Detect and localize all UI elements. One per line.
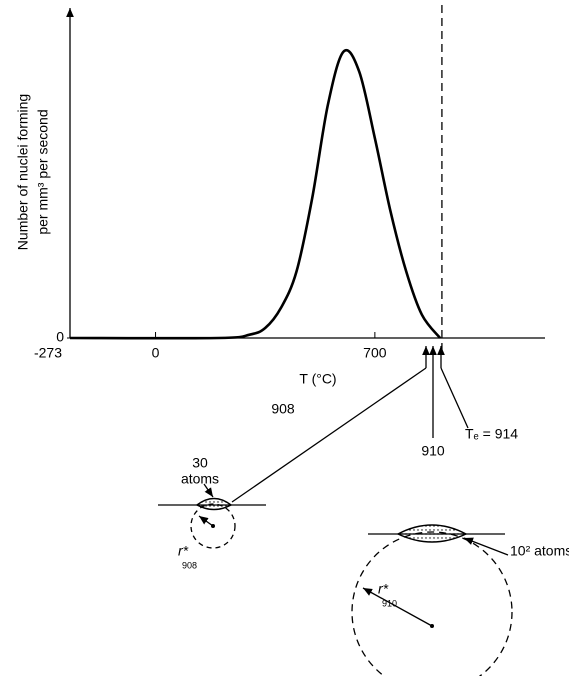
y-axis-label: Number of nuclei forming — [15, 94, 31, 250]
x-tick-label: 700 — [363, 345, 387, 361]
x-tick-label: 0 — [152, 345, 160, 361]
radius-label: r* — [378, 581, 389, 597]
radius-subscript: 908 — [182, 560, 197, 570]
radius-label: r* — [178, 543, 189, 559]
x-tick-label: -273 — [34, 345, 62, 361]
curve — [69, 48, 442, 340]
annotation: Tₑ = 914 — [465, 426, 518, 442]
nucleus-label: atoms — [181, 471, 219, 487]
y-tick-label: 0 — [56, 329, 64, 345]
nucleus-label: 10² atoms — [510, 543, 569, 559]
radius-subscript: 910 — [382, 598, 397, 608]
y-axis-label: per mm³ per second — [35, 109, 51, 234]
annotation: 908 — [271, 401, 295, 417]
large-nucleus — [351, 524, 513, 676]
small-nucleus — [158, 483, 266, 549]
nucleus-label: 30 — [192, 455, 208, 471]
annotation-arrows — [231, 346, 469, 503]
annotation: 910 — [421, 443, 445, 459]
x-axis-label: T (°C) — [299, 371, 336, 387]
